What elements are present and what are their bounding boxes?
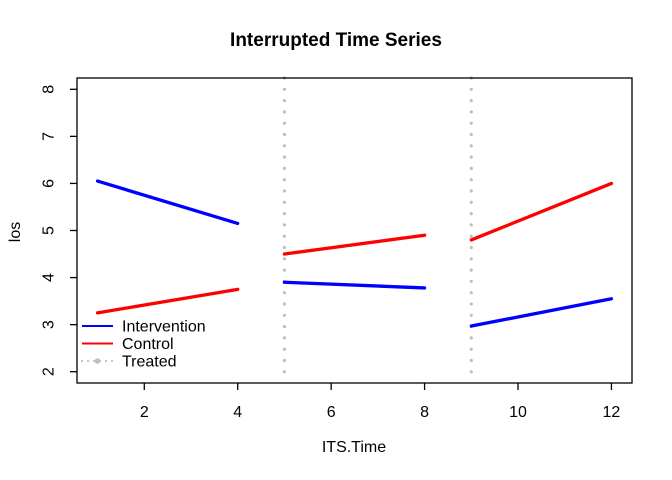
legend-label-intervention: Intervention (122, 319, 206, 336)
x-axis-label: ITS.Time (321, 439, 387, 456)
y-tick-label: 7 (41, 132, 58, 141)
series-segment-control (282, 233, 427, 256)
series-segment-intervention (469, 297, 614, 328)
x-tick-label: 10 (509, 404, 527, 421)
legend-marker-treated (94, 358, 101, 364)
y-axis-label: los (7, 221, 24, 243)
series-segment-intervention (95, 179, 240, 226)
series-segment-control (469, 181, 614, 242)
x-tick-label: 2 (140, 404, 149, 421)
x-tick-label: 8 (420, 404, 429, 421)
x-tick-label: 6 (327, 404, 336, 421)
series-segment-intervention (282, 280, 427, 290)
series-segment-control (95, 287, 240, 315)
x-tick-label: 4 (233, 404, 242, 421)
y-tick-label: 2 (41, 367, 58, 376)
chart-title: Interrupted Time Series (230, 30, 442, 51)
y-tick-label: 5 (41, 226, 58, 235)
y-tick-label: 4 (41, 273, 58, 282)
x-tick-label: 12 (603, 404, 621, 421)
legend-label-treated: Treated (122, 354, 177, 371)
legend-label-control: Control (122, 336, 174, 353)
y-tick-label: 3 (41, 320, 58, 329)
y-tick-label: 8 (41, 85, 58, 94)
y-tick-label: 6 (41, 179, 58, 188)
